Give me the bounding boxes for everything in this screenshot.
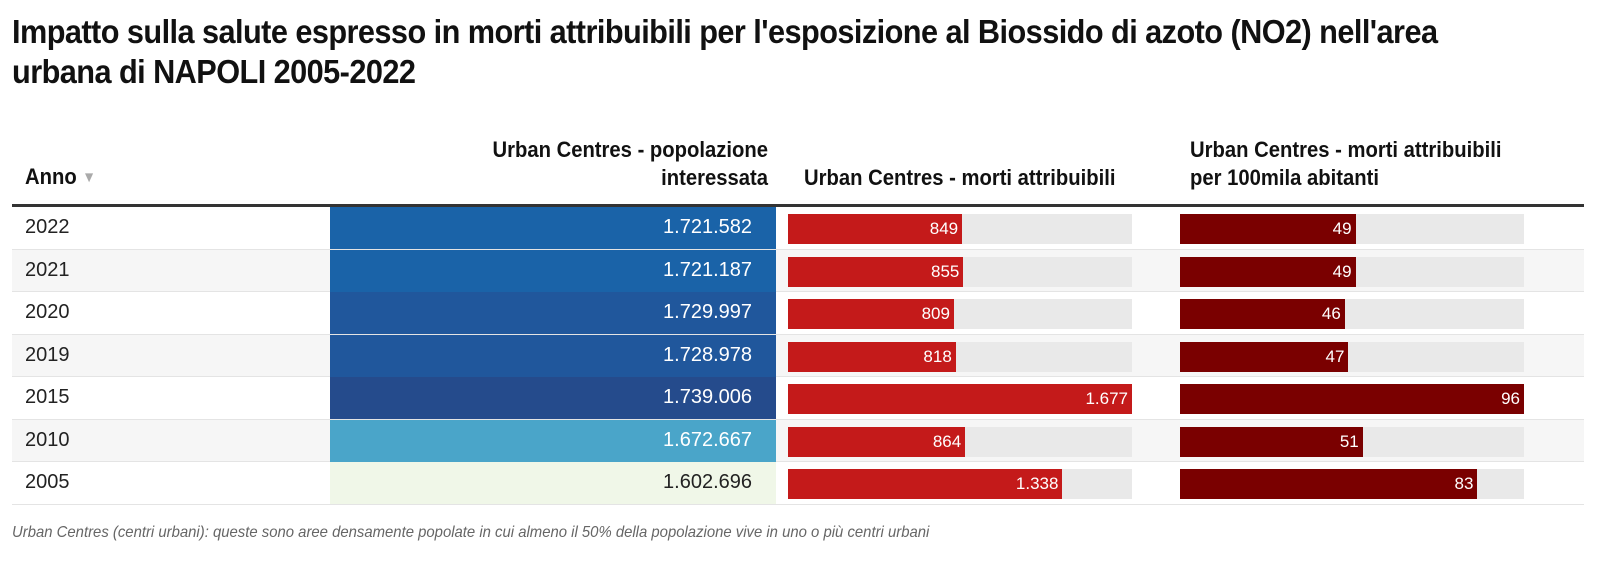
morti-bar-label: 864 (932, 431, 962, 451)
morti-bar-label: 1.338 (1015, 474, 1059, 493)
table-row: 2005 1.602.696 1.338 83 (12, 462, 1584, 505)
cell-anno: 2005 (25, 471, 70, 493)
cell-anno: 2022 (25, 216, 70, 238)
morti-bar-label: 818 (923, 346, 952, 366)
morti-bar: 864 (788, 426, 966, 457)
rate-bar-track: 49 (1180, 256, 1524, 287)
rate-bar-label: 49 (1332, 261, 1352, 281)
morti-bar-track: 855 (788, 256, 1132, 287)
column-header-rate[interactable]: Urban Centres - morti attribuibili per 1… (1190, 137, 1502, 190)
rate-bar-track: 49 (1180, 214, 1524, 244)
footnote: Urban Centres (centri urbani): queste so… (12, 524, 930, 541)
morti-bar: 818 (788, 341, 956, 372)
rate-bar-label: 51 (1339, 431, 1359, 451)
morti-bar-label: 855 (931, 261, 960, 281)
morti-bar-track: 809 (788, 299, 1132, 329)
morti-bar-label: 809 (921, 304, 950, 323)
cell-anno: 2010 (25, 428, 70, 451)
rate-bar: 46 (1180, 299, 1345, 329)
cell-popolazione: 1.729.997 (330, 292, 776, 334)
popolazione-value: 1.721.187 (663, 258, 752, 281)
rate-bar-label: 83 (1454, 474, 1474, 493)
column-header-morti[interactable]: Urban Centres - morti attribuibili (804, 165, 1116, 190)
morti-bar-track: 849 (788, 214, 1132, 244)
cell-anno: 2015 (25, 386, 70, 408)
chart-title: Impatto sulla salute espresso in morti a… (12, 13, 1438, 90)
table-body: 2022 1.721.582 849 49 2021 1.721.187 855 49 2020… (12, 207, 1584, 505)
cell-popolazione: 1.728.978 (330, 334, 776, 377)
morti-bar: 809 (788, 299, 954, 329)
cell-anno: 2019 (25, 343, 70, 366)
table-row: 2021 1.721.187 855 49 (12, 249, 1584, 292)
column-header-label: Anno (25, 164, 77, 189)
cell-popolazione: 1.739.006 (330, 377, 776, 419)
rate-bar-label: 47 (1325, 346, 1345, 366)
rate-bar: 51 (1180, 426, 1363, 457)
table-row: 2019 1.728.978 818 47 (12, 334, 1584, 377)
rate-bar: 47 (1180, 341, 1349, 372)
morti-bar: 1.338 (788, 469, 1063, 499)
rate-bar-label: 46 (1321, 304, 1341, 323)
cell-popolazione: 1.721.582 (330, 207, 776, 249)
table-row: 2020 1.729.997 809 46 (12, 292, 1584, 335)
column-header-anno[interactable]: Anno ▼ (25, 163, 96, 192)
column-header-popolazione[interactable]: Urban Centres - popolazione interessata (492, 137, 768, 190)
table-row: 2010 1.672.667 864 51 (12, 419, 1584, 462)
rate-bar: 49 (1180, 256, 1356, 287)
rate-bar-track: 51 (1180, 426, 1524, 457)
rate-bar: 96 (1180, 384, 1524, 414)
rate-bar-label: 49 (1332, 219, 1352, 238)
popolazione-value: 1.739.006 (663, 386, 752, 408)
cell-anno: 2021 (25, 258, 70, 281)
morti-bar: 849 (788, 214, 963, 244)
morti-bar-track: 1.677 (788, 384, 1132, 414)
morti-bar-label: 849 (929, 219, 959, 238)
morti-bar: 1.677 (788, 384, 1132, 414)
morti-bar-track: 1.338 (788, 469, 1132, 499)
morti-bar-label: 1.677 (1085, 389, 1128, 408)
rate-bar-track: 47 (1180, 341, 1524, 372)
rate-bar-track: 96 (1180, 384, 1524, 414)
table-row: 2022 1.721.582 849 49 (12, 207, 1584, 250)
popolazione-value: 1.729.997 (663, 301, 752, 323)
sort-descending-icon[interactable]: ▼ (82, 169, 96, 186)
rate-bar-label: 96 (1501, 389, 1520, 408)
data-table: Anno ▼ Urban Centres - popolazione intere… (12, 130, 1584, 505)
cell-popolazione: 1.602.696 (330, 462, 776, 504)
morti-bar: 855 (788, 256, 964, 287)
popolazione-value: 1.602.696 (663, 471, 752, 493)
popolazione-value: 1.672.667 (663, 428, 752, 451)
rate-bar-track: 83 (1180, 469, 1524, 499)
rate-bar: 83 (1180, 469, 1478, 499)
cell-popolazione: 1.672.667 (330, 419, 776, 462)
popolazione-value: 1.728.978 (663, 343, 752, 366)
rate-bar-track: 46 (1180, 299, 1524, 329)
cell-popolazione: 1.721.187 (330, 249, 776, 292)
popolazione-value: 1.721.582 (663, 216, 752, 238)
rate-bar: 49 (1180, 214, 1356, 244)
table-header: Anno ▼ Urban Centres - popolazione intere… (12, 130, 1584, 207)
cell-anno: 2020 (25, 301, 70, 323)
morti-bar-track: 818 (788, 341, 1132, 372)
table-row: 2015 1.739.006 1.677 96 (12, 377, 1584, 420)
morti-bar-track: 864 (788, 426, 1132, 457)
